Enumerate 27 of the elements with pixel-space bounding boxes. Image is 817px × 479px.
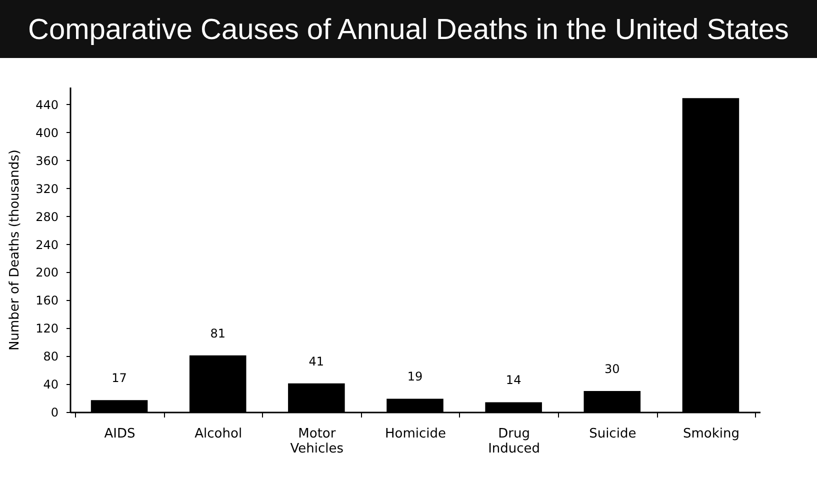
x-tick-label: Suicide <box>589 426 636 442</box>
y-tick-label: 160 <box>36 294 58 308</box>
y-tick-label: 80 <box>43 350 58 364</box>
data-label: 17 <box>112 371 127 386</box>
y-tick-label: 240 <box>36 238 58 252</box>
data-label: 14 <box>506 373 522 388</box>
x-tick-label: Homicide <box>384 426 446 442</box>
y-axis-title: Number of Deaths (thousands) <box>8 150 23 350</box>
x-tick-label: Alcohol <box>194 426 242 442</box>
y-tick-label: 0 <box>50 406 58 420</box>
y-tick-label: 200 <box>36 266 58 280</box>
y-tick-label: 360 <box>36 154 58 168</box>
x-tick-label: AIDS <box>104 426 136 442</box>
y-tick-label: 120 <box>36 322 58 336</box>
y-tick-label: 400 <box>36 126 58 140</box>
y-tick-label: 440 <box>36 98 58 112</box>
y-tick-label: 40 <box>43 378 58 392</box>
x-tick-label: Motor Vehicles <box>290 426 344 456</box>
chart-title: Comparative Causes of Annual Deaths in the United States <box>0 0 817 58</box>
data-label: 19 <box>407 370 423 384</box>
x-tick-label: Smoking <box>682 426 740 442</box>
x-tick-label: Drug Induced <box>488 426 540 456</box>
data-label: 41 <box>308 354 324 368</box>
y-tick-label: 280 <box>36 210 58 224</box>
data-label: 30 <box>604 362 620 376</box>
data-label: 81 <box>210 326 226 340</box>
y-tick-label: 320 <box>36 182 58 196</box>
